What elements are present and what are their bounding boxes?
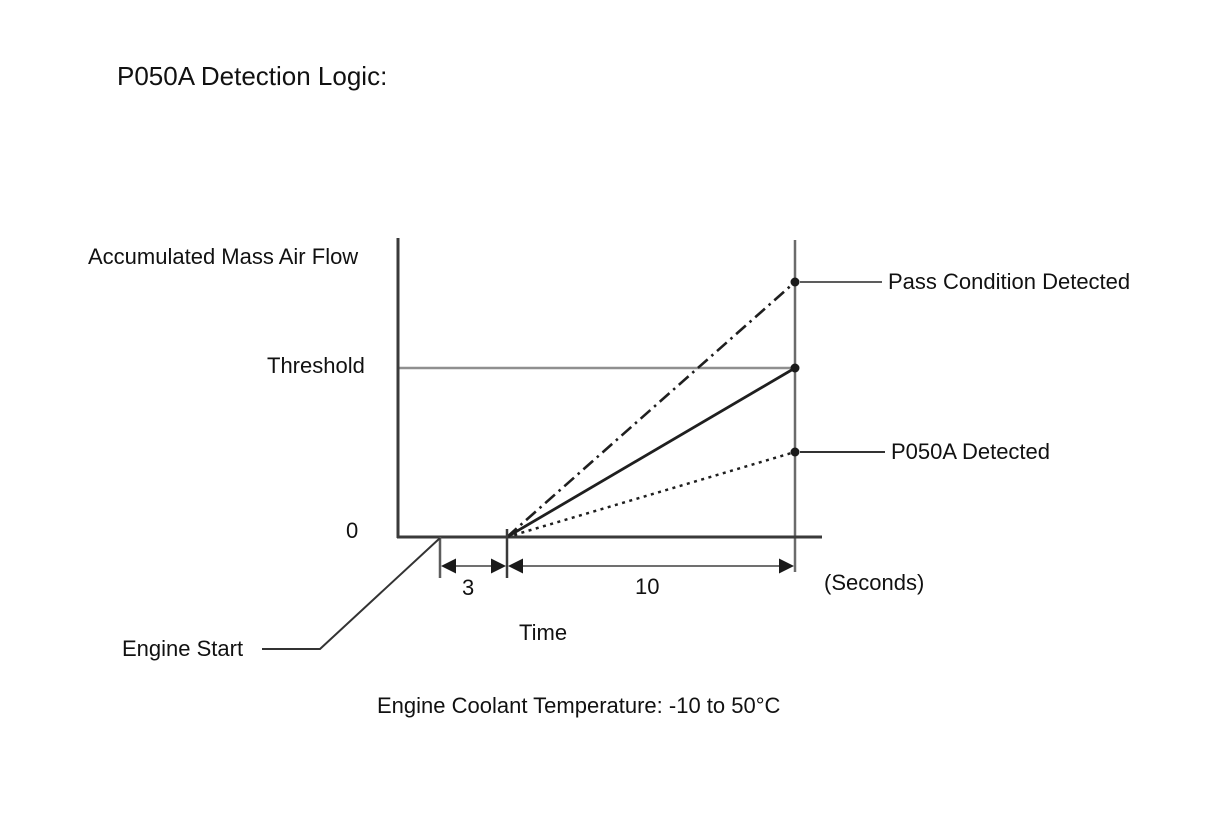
p050a-line bbox=[506, 450, 796, 539]
x-axis-label: Time bbox=[519, 620, 568, 645]
pass-condition-line bbox=[506, 281, 796, 538]
span-10s-right-arrowhead-icon bbox=[779, 558, 794, 574]
y-axis-label: Accumulated Mass Air Flow bbox=[88, 244, 359, 269]
span-10s-left-arrowhead-icon bbox=[508, 558, 523, 574]
span-3s-right-arrowhead-icon bbox=[491, 558, 506, 574]
span-3s-left-arrowhead-icon bbox=[441, 558, 456, 574]
span-3s-value: 3 bbox=[462, 575, 475, 600]
pass-condition-label: Pass Condition Detected bbox=[888, 269, 1131, 294]
coolant-temperature-footnote: Engine Coolant Temperature: -10 to 50°C bbox=[377, 693, 781, 718]
pass-endpoint-dot bbox=[790, 277, 800, 287]
x-axis-unit-label: (Seconds) bbox=[824, 570, 925, 595]
p050a-endpoint-dot bbox=[790, 447, 800, 457]
origin-zero-label: 0 bbox=[346, 518, 359, 543]
page-title: P050A Detection Logic: bbox=[117, 61, 388, 91]
threshold-endpoint-dot bbox=[790, 363, 800, 373]
at-threshold-line bbox=[506, 366, 796, 539]
engine-start-leader bbox=[262, 537, 441, 650]
p050a-detected-label: P050A Detected bbox=[891, 439, 1051, 464]
threshold-label: Threshold bbox=[267, 353, 365, 378]
span-10s-value: 10 bbox=[635, 574, 660, 599]
engine-start-label: Engine Start bbox=[122, 636, 244, 661]
